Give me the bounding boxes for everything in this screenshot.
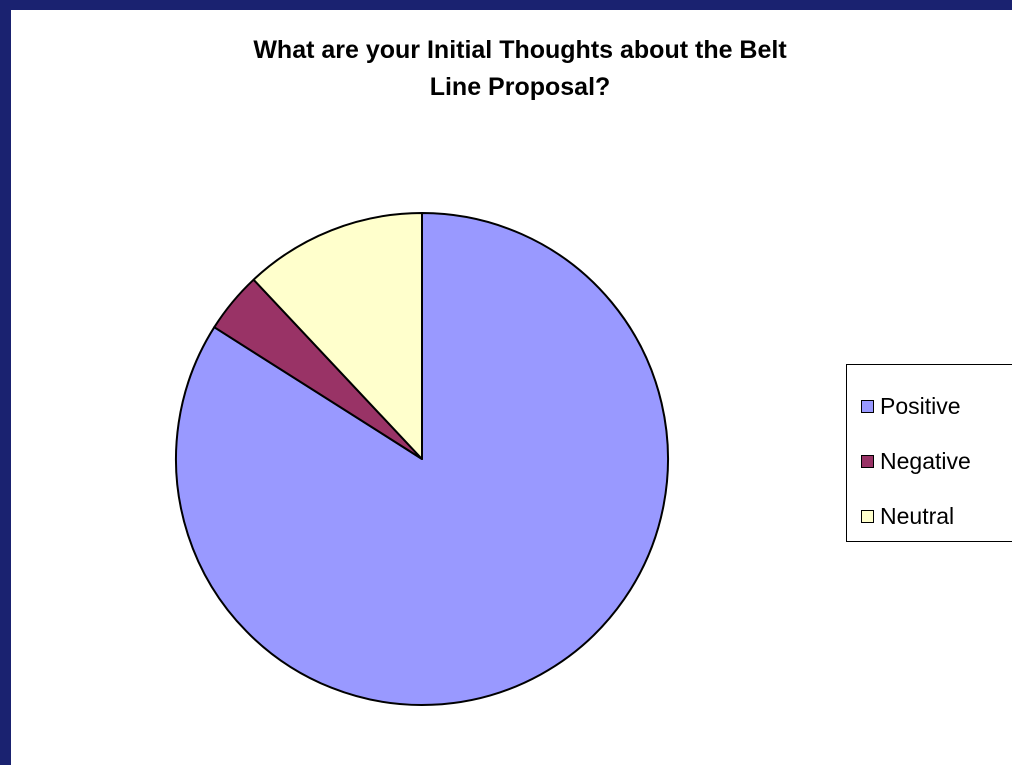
chart-title-line-1: What are your Initial Thoughts about the…: [253, 36, 787, 64]
legend-swatch-positive: [861, 399, 874, 413]
legend-label-negative: Negative: [880, 447, 971, 474]
legend-label-positive: Positive: [880, 392, 961, 419]
pie-slice-neutral: [252, 212, 423, 460]
legend-item-negative: Negative: [861, 446, 971, 476]
legend-swatch-negative: [861, 454, 874, 468]
legend-item-positive: Positive: [861, 391, 961, 421]
chart-title-line-2: Line Proposal?: [429, 73, 611, 101]
legend-item-neutral: Neutral: [861, 501, 954, 531]
chart-title: What are your Initial Thoughts about the…: [110, 32, 930, 106]
legend-label-neutral: Neutral: [880, 502, 955, 529]
legend-swatch-neutral: [861, 509, 874, 523]
chart-legend: Positive Negative Neutral: [846, 364, 1012, 542]
